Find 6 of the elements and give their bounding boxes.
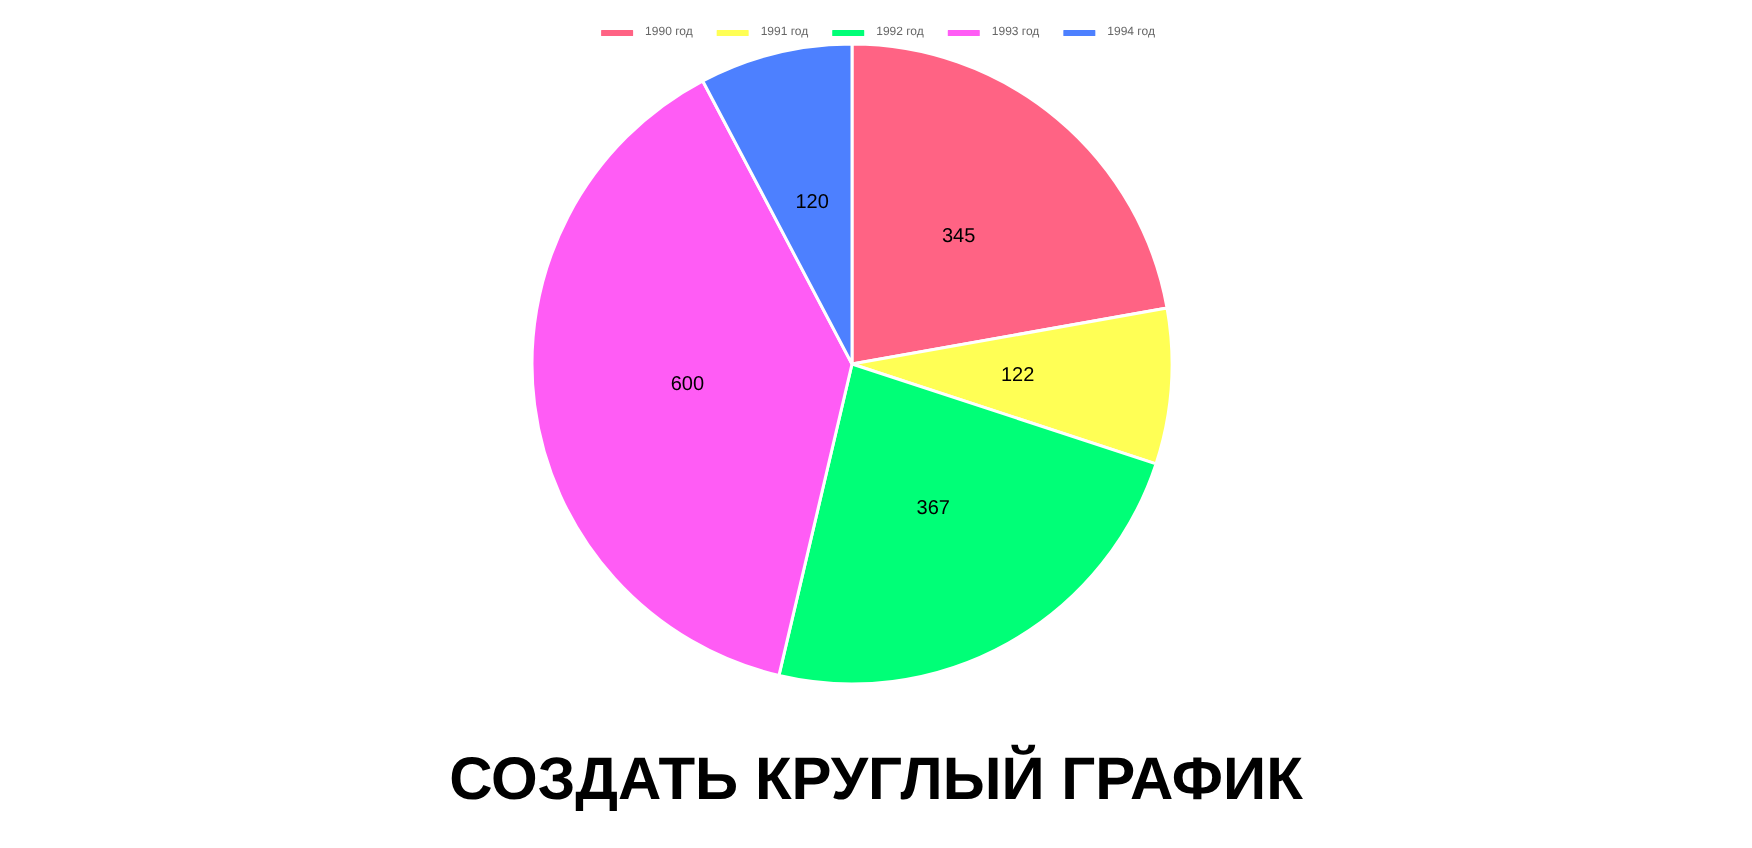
text: СОЗДАТЬ КРУГЛЫЙ ГРАФИК <box>449 743 1305 813</box>
data-label: 600 <box>670 374 705 397</box>
data-label: 120 <box>795 191 830 214</box>
data-label: 345 <box>941 225 977 248</box>
data-label: 367 <box>916 497 951 520</box>
data-label: 122 <box>1000 364 1036 387</box>
